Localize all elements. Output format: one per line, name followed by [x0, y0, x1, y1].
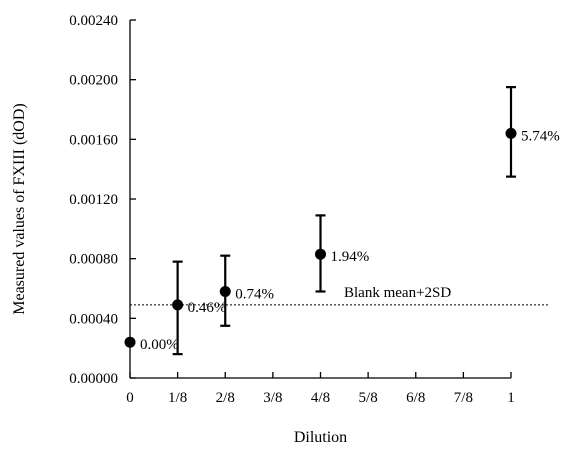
x-tick-label: 5/8 — [359, 390, 378, 406]
x-tick-label: 0 — [126, 390, 134, 406]
x-tick-label: 2/8 — [216, 390, 235, 406]
data-point — [505, 127, 517, 139]
point-value-label: 1.94% — [331, 249, 370, 265]
x-tick-label: 1/8 — [168, 390, 187, 406]
y-tick-label: 0.00120 — [69, 192, 118, 208]
y-tick-label: 0.00200 — [69, 73, 118, 89]
point-value-label: 0.46% — [188, 300, 227, 316]
axes-group — [129, 20, 511, 379]
data-point — [315, 248, 326, 260]
data-point — [124, 336, 136, 348]
x-tick-label: 4/8 — [311, 390, 330, 406]
data-point — [219, 285, 231, 297]
point-value-label: 0.00% — [140, 337, 179, 353]
point-value-label: 0.74% — [235, 286, 274, 302]
data-points-group — [124, 127, 517, 348]
y-axis-title: Measured values of FXIII (dOD) — [11, 103, 28, 315]
point-value-label: 5.74% — [521, 128, 560, 144]
x-tick-label: 7/8 — [454, 390, 473, 406]
x-tick-label: 1 — [507, 390, 515, 406]
x-tick-label: 3/8 — [263, 390, 282, 406]
y-tick-label: 0.00040 — [69, 311, 118, 327]
ticks-group: 0.00000 0.00040 0.00080 0.00120 0.00160 0.002… — [69, 13, 515, 406]
y-tick-label: 0.00000 — [69, 371, 118, 387]
y-tick-label: 0.00080 — [69, 252, 118, 268]
reference-line-label: Blank mean+2SD — [344, 285, 451, 301]
y-tick-label: 0.00160 — [69, 132, 118, 148]
data-point — [172, 299, 184, 311]
point-labels-group: 0.00% 0.46% 0.74% 1.94% 5.74% — [140, 128, 560, 353]
y-tick-label: 0.00240 — [69, 13, 118, 29]
x-tick-label: 6/8 — [406, 390, 425, 406]
x-axis-title: Dilution — [294, 429, 347, 446]
